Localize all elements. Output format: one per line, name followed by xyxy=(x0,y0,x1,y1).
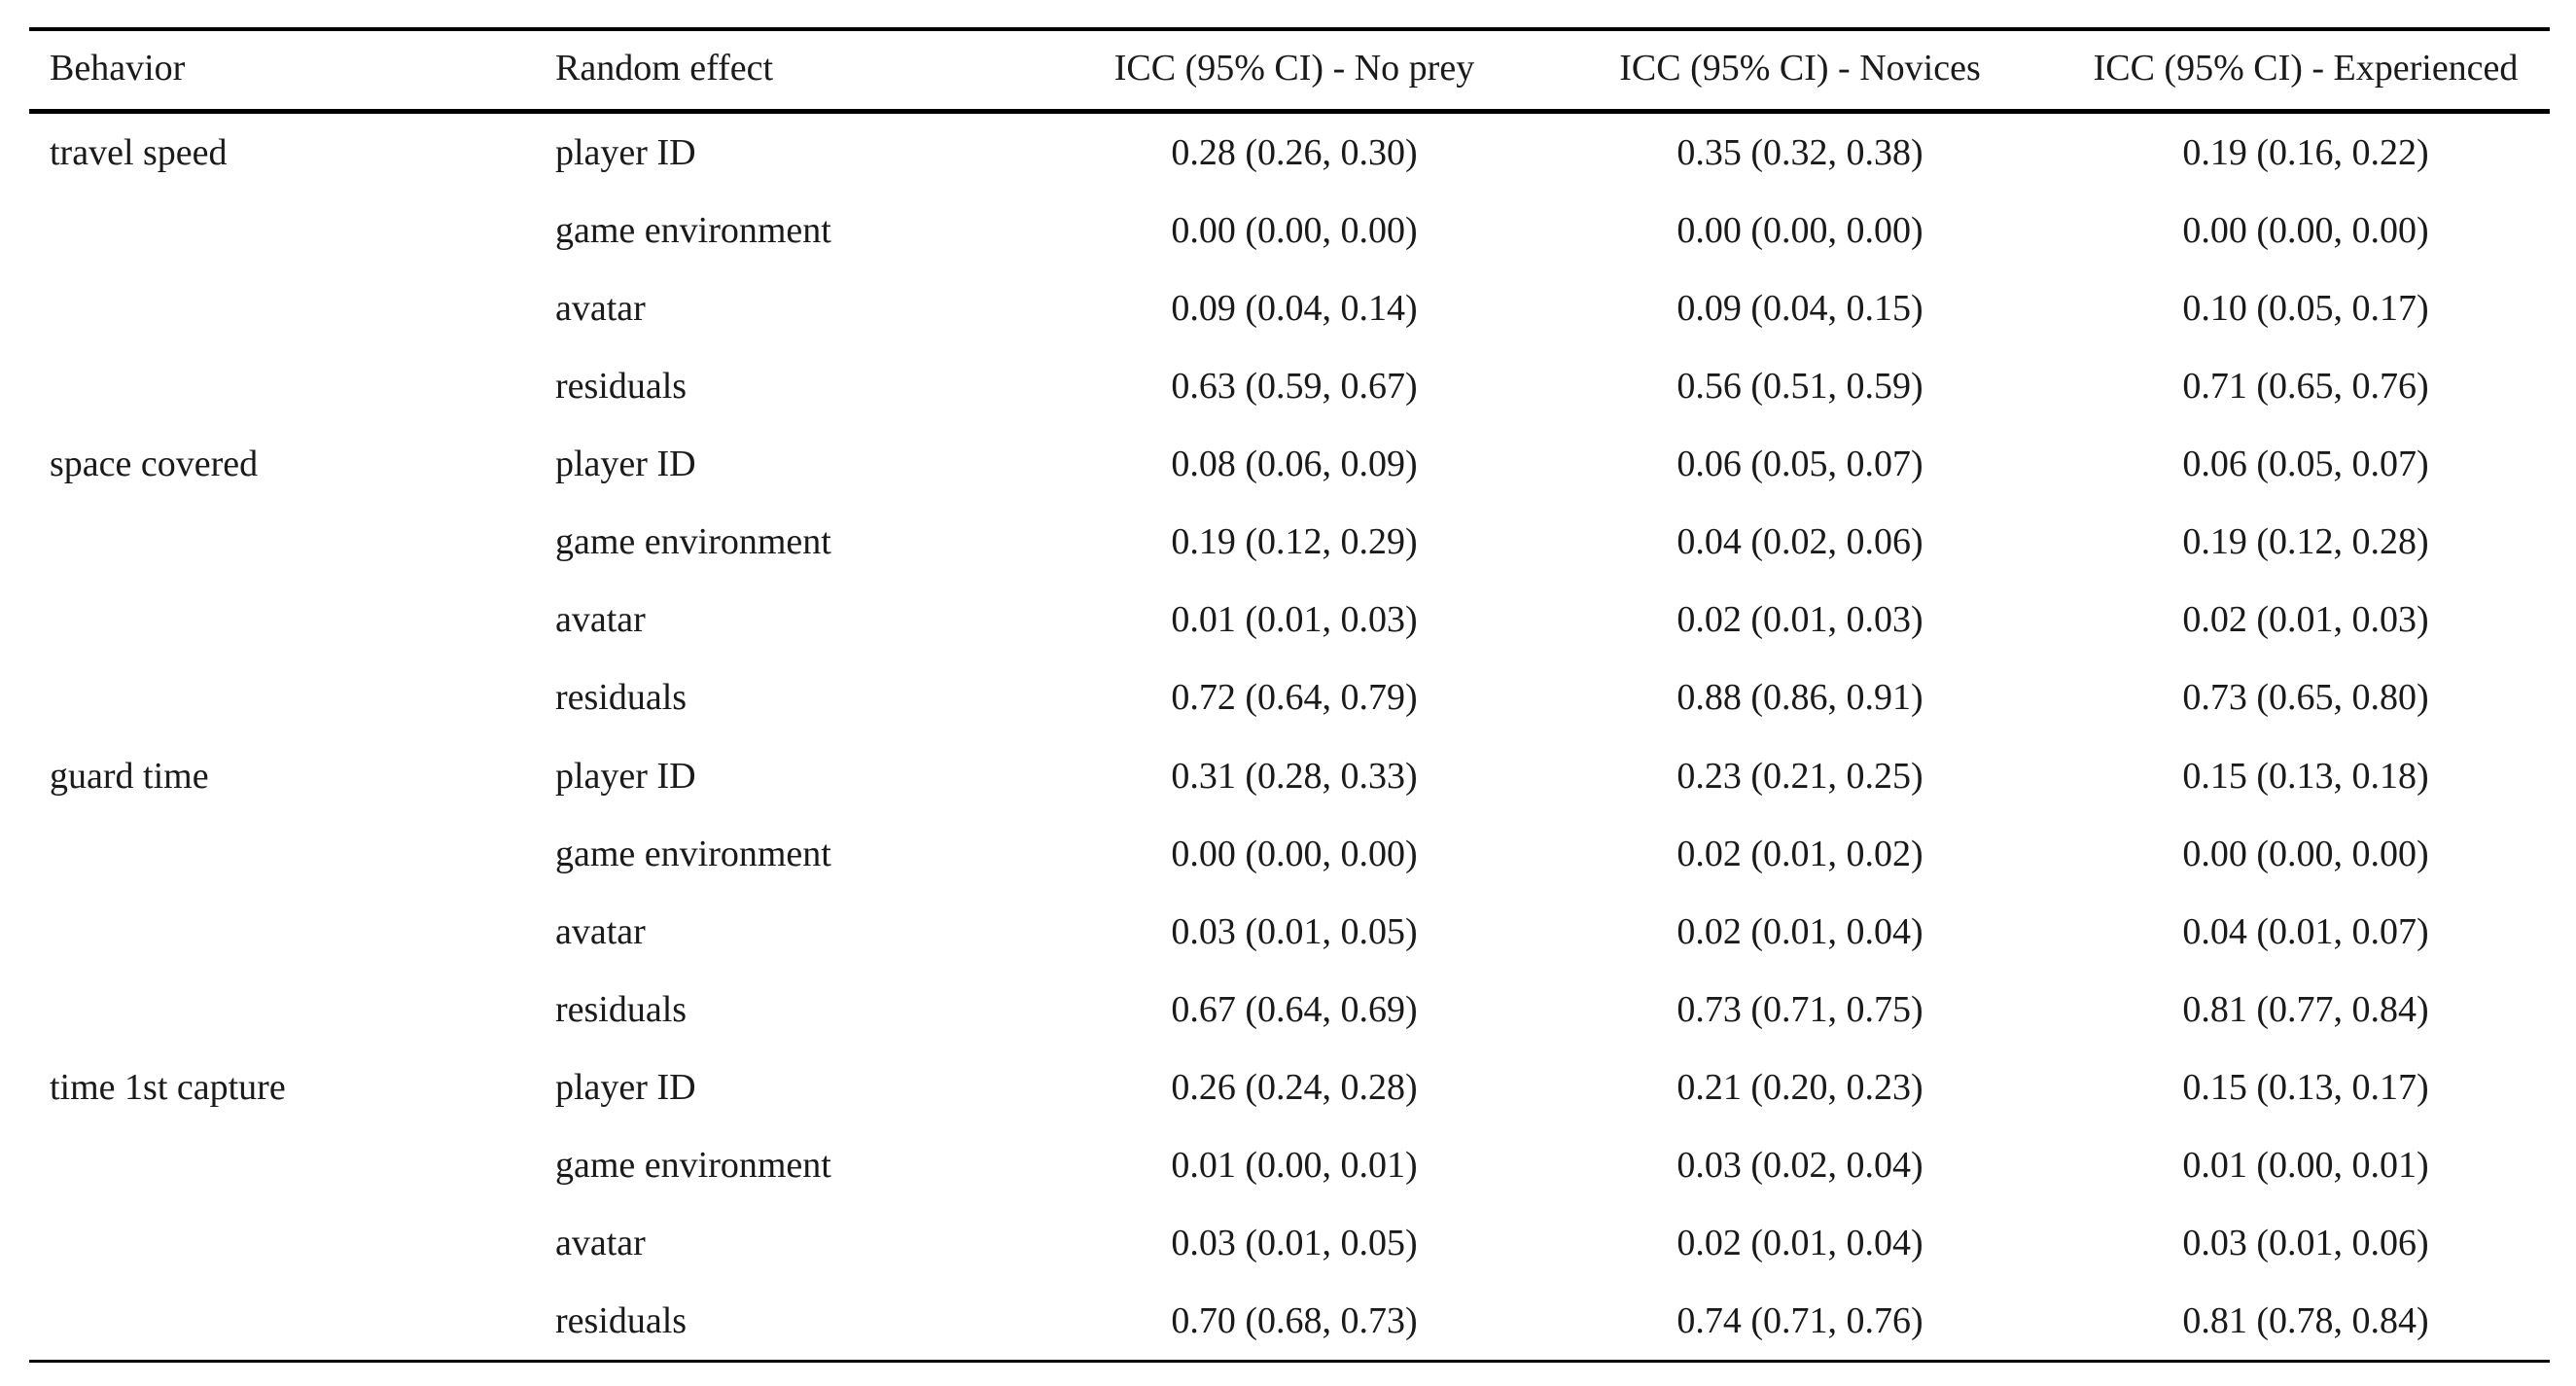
table-row: game environment 0.00 (0.00, 0.00) 0.02 (0… xyxy=(29,815,2550,893)
cell-icc-no-prey: 0.70 (0.68, 0.73) xyxy=(1171,1299,1418,1341)
cell-icc-experienced: 0.19 (0.16, 0.22) xyxy=(2182,132,2429,173)
cell-icc-no-prey: 0.03 (0.01, 0.05) xyxy=(1171,1222,1418,1263)
cell-icc-novices: 0.74 (0.71, 0.76) xyxy=(1676,1299,1923,1341)
cell-icc-no-prey: 0.19 (0.12, 0.29) xyxy=(1171,521,1418,563)
cell-icc-novices: 0.35 (0.32, 0.38) xyxy=(1676,132,1923,173)
cell-icc-no-prey: 0.72 (0.64, 0.79) xyxy=(1171,677,1418,719)
table-row: travel speed player ID 0.28 (0.26, 0.30) 0.… xyxy=(29,114,2550,192)
cell-icc-no-prey: 0.26 (0.24, 0.28) xyxy=(1171,1066,1418,1108)
cell-random-effect: player ID xyxy=(555,444,696,485)
cell-random-effect: avatar xyxy=(555,288,646,330)
cell-icc-no-prey: 0.63 (0.59, 0.67) xyxy=(1171,366,1418,408)
table-header-rule xyxy=(29,109,2550,114)
cell-icc-novices: 0.23 (0.21, 0.25) xyxy=(1676,755,1923,797)
table-row: time 1st capture player ID 0.26 (0.24, 0.2… xyxy=(29,1048,2550,1126)
cell-icc-experienced: 0.01 (0.00, 0.01) xyxy=(2182,1144,2429,1186)
table-row: avatar 0.01 (0.01, 0.03) 0.02 (0.01, 0.03)… xyxy=(29,581,2550,658)
cell-icc-no-prey: 0.00 (0.00, 0.00) xyxy=(1171,210,1418,252)
cell-random-effect: game environment xyxy=(555,210,831,252)
cell-icc-experienced: 0.73 (0.65, 0.80) xyxy=(2182,677,2429,719)
table-row: avatar 0.03 (0.01, 0.05) 0.02 (0.01, 0.04)… xyxy=(29,1204,2550,1282)
cell-icc-experienced: 0.81 (0.77, 0.84) xyxy=(2182,988,2429,1030)
cell-icc-novices: 0.21 (0.20, 0.23) xyxy=(1676,1066,1923,1108)
table-row: game environment 0.19 (0.12, 0.29) 0.04 (0… xyxy=(29,503,2550,581)
cell-behavior: time 1st capture xyxy=(50,1066,286,1108)
cell-random-effect: residuals xyxy=(555,988,688,1030)
cell-random-effect: game environment xyxy=(555,521,831,563)
table-row: avatar 0.09 (0.04, 0.14) 0.09 (0.04, 0.15)… xyxy=(29,269,2550,347)
cell-random-effect: residuals xyxy=(555,1299,688,1341)
cell-icc-novices: 0.88 (0.86, 0.91) xyxy=(1676,677,1923,719)
cell-icc-no-prey: 0.09 (0.04, 0.14) xyxy=(1171,288,1418,330)
cell-icc-novices: 0.56 (0.51, 0.59) xyxy=(1676,366,1923,408)
table-row: residuals 0.63 (0.59, 0.67) 0.56 (0.51, 0.… xyxy=(29,347,2550,425)
table-bottom-rule xyxy=(29,1360,2550,1363)
cell-icc-no-prey: 0.28 (0.26, 0.30) xyxy=(1171,132,1418,173)
cell-icc-no-prey: 0.31 (0.28, 0.33) xyxy=(1171,755,1418,797)
table-row: residuals 0.70 (0.68, 0.73) 0.74 (0.71, 0.… xyxy=(29,1282,2550,1360)
cell-icc-no-prey: 0.08 (0.06, 0.09) xyxy=(1171,444,1418,485)
cell-icc-novices: 0.00 (0.00, 0.00) xyxy=(1676,210,1923,252)
header-icc-no-prey: ICC (95% CI) - No prey xyxy=(1113,48,1475,89)
table-row: space covered player ID 0.08 (0.06, 0.09) 0… xyxy=(29,425,2550,503)
cell-behavior: guard time xyxy=(50,755,209,797)
cell-icc-experienced: 0.71 (0.65, 0.76) xyxy=(2182,366,2429,408)
cell-icc-no-prey: 0.67 (0.64, 0.69) xyxy=(1171,988,1418,1030)
cell-icc-novices: 0.03 (0.02, 0.04) xyxy=(1676,1144,1923,1186)
cell-icc-novices: 0.04 (0.02, 0.06) xyxy=(1676,521,1923,563)
table-row: game environment 0.00 (0.00, 0.00) 0.00 (0… xyxy=(29,192,2550,269)
cell-icc-experienced: 0.03 (0.01, 0.06) xyxy=(2182,1222,2429,1263)
cell-random-effect: avatar xyxy=(555,599,646,641)
table-row: game environment 0.01 (0.00, 0.01) 0.03 (0… xyxy=(29,1126,2550,1204)
cell-icc-novices: 0.02 (0.01, 0.03) xyxy=(1676,599,1923,641)
cell-icc-experienced: 0.02 (0.01, 0.03) xyxy=(2182,599,2429,641)
cell-icc-novices: 0.02 (0.01, 0.04) xyxy=(1676,1222,1923,1263)
header-behavior: Behavior xyxy=(50,48,186,89)
cell-icc-no-prey: 0.00 (0.00, 0.00) xyxy=(1171,833,1418,874)
cell-icc-no-prey: 0.01 (0.01, 0.03) xyxy=(1171,599,1418,641)
cell-behavior: space covered xyxy=(50,444,259,485)
cell-icc-novices: 0.73 (0.71, 0.75) xyxy=(1676,988,1923,1030)
cell-random-effect: player ID xyxy=(555,755,696,797)
cell-icc-novices: 0.09 (0.04, 0.15) xyxy=(1676,288,1923,330)
header-icc-novices: ICC (95% CI) - Novices xyxy=(1619,48,1981,89)
cell-icc-experienced: 0.15 (0.13, 0.17) xyxy=(2182,1066,2429,1108)
table-row: residuals 0.67 (0.64, 0.69) 0.73 (0.71, 0.… xyxy=(29,971,2550,1048)
cell-icc-experienced: 0.15 (0.13, 0.18) xyxy=(2182,755,2429,797)
cell-random-effect: residuals xyxy=(555,366,688,408)
cell-random-effect: residuals xyxy=(555,677,688,719)
cell-icc-no-prey: 0.03 (0.01, 0.05) xyxy=(1171,910,1418,952)
cell-icc-experienced: 0.06 (0.05, 0.07) xyxy=(2182,444,2429,485)
cell-random-effect: player ID xyxy=(555,132,696,173)
header-icc-experienced: ICC (95% CI) - Experienced xyxy=(2093,48,2519,89)
header-random-effect: Random effect xyxy=(555,48,774,89)
cell-behavior: travel speed xyxy=(50,132,228,173)
cell-icc-experienced: 0.81 (0.78, 0.84) xyxy=(2182,1299,2429,1341)
table-top-rule xyxy=(29,27,2550,31)
cell-random-effect: avatar xyxy=(555,1222,646,1263)
cell-icc-experienced: 0.00 (0.00, 0.00) xyxy=(2182,210,2429,252)
cell-icc-experienced: 0.19 (0.12, 0.28) xyxy=(2182,521,2429,563)
table-row: guard time player ID 0.31 (0.28, 0.33) 0.23… xyxy=(29,737,2550,815)
cell-random-effect: game environment xyxy=(555,833,831,874)
cell-icc-experienced: 0.00 (0.00, 0.00) xyxy=(2182,833,2429,874)
table-header-row: Behavior Random effect ICC (95% CI) - No… xyxy=(29,27,2550,109)
table-row: residuals 0.72 (0.64, 0.79) 0.88 (0.86, 0.… xyxy=(29,658,2550,736)
cell-icc-experienced: 0.10 (0.05, 0.17) xyxy=(2182,288,2429,330)
table-row: avatar 0.03 (0.01, 0.05) 0.02 (0.01, 0.04)… xyxy=(29,893,2550,971)
cell-icc-novices: 0.02 (0.01, 0.04) xyxy=(1676,910,1923,952)
cell-random-effect: player ID xyxy=(555,1066,696,1108)
cell-icc-novices: 0.02 (0.01, 0.02) xyxy=(1676,833,1923,874)
cell-random-effect: avatar xyxy=(555,910,646,952)
cell-random-effect: game environment xyxy=(555,1144,831,1186)
cell-icc-experienced: 0.04 (0.01, 0.07) xyxy=(2182,910,2429,952)
cell-icc-novices: 0.06 (0.05, 0.07) xyxy=(1676,444,1923,485)
cell-icc-no-prey: 0.01 (0.00, 0.01) xyxy=(1171,1144,1418,1186)
